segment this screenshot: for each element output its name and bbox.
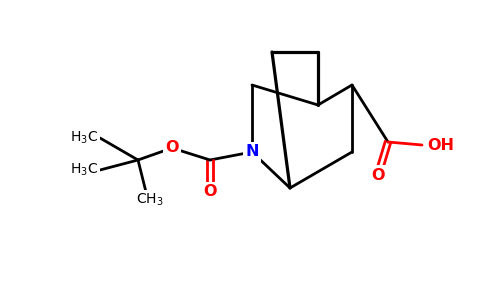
Text: H$_3$C: H$_3$C [70,162,98,178]
Text: OH: OH [427,137,454,152]
Text: O: O [371,167,385,182]
Text: CH$_3$: CH$_3$ [136,192,164,208]
Text: O: O [203,184,217,200]
Text: H$_3$C: H$_3$C [70,130,98,146]
Text: N: N [245,145,259,160]
Text: O: O [165,140,179,155]
